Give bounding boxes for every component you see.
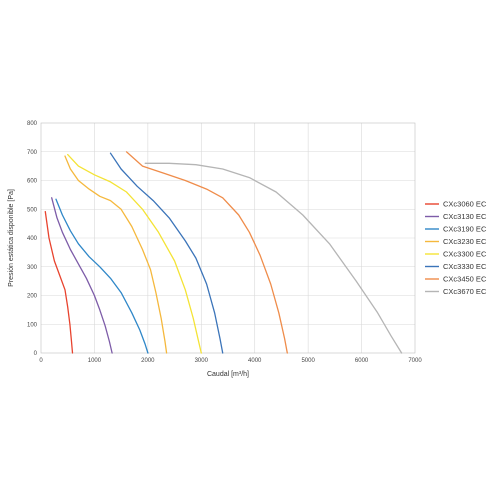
- series-line-cxc3300-ec: [67, 153, 202, 354]
- y-tick-labels: 0 100 200 300 400 500 600 700 800: [27, 121, 38, 357]
- legend-label: CXc3230 EC: [443, 237, 487, 246]
- y-tick-label: 500: [27, 207, 38, 213]
- series-line-cxc3230-ec: [64, 155, 168, 354]
- legend-label: CXc3300 EC: [443, 250, 487, 259]
- series-line-cxc3450-ec: [125, 151, 288, 354]
- x-tick-label: 5000: [301, 358, 315, 364]
- series-line-cxc3130-ec: [51, 197, 113, 354]
- legend-label: CXc3130 EC: [443, 212, 487, 221]
- legend: CXc3060 EC CXc3130 EC CXc3190 EC CXc3230 EC…: [425, 200, 487, 296]
- y-tick-label: 200: [27, 294, 38, 300]
- legend-label: CXc3190 EC: [443, 225, 487, 234]
- x-axis-label: Caudal [m³/h]: [207, 371, 249, 378]
- y-tick-label: 400: [27, 236, 38, 242]
- plot-frame: [40, 122, 416, 354]
- legend-label: CXc3330 EC: [443, 262, 487, 271]
- y-tick-label: 0: [34, 351, 38, 357]
- series-line-cxc3330-ec: [109, 152, 224, 354]
- x-tick-label: 0: [39, 358, 43, 364]
- x-tick-labels: 0 1000 2000 3000 4000 5000 6000 7000: [39, 358, 422, 364]
- y-tick-label: 100: [27, 322, 38, 328]
- x-tick-label: 4000: [248, 358, 262, 364]
- y-tick-label: 300: [27, 265, 38, 271]
- y-tick-label: 600: [27, 179, 38, 185]
- y-tick-label: 800: [27, 121, 38, 127]
- x-tick-label: 7000: [408, 358, 422, 364]
- y-axis-label: Presión estática disponible [Pa]: [8, 189, 15, 287]
- x-tick-label: 2000: [141, 358, 155, 364]
- legend-label: CXc3450 EC: [443, 275, 487, 284]
- x-tick-label: 3000: [195, 358, 209, 364]
- series-line-cxc3060-ec: [44, 210, 74, 354]
- series-line-cxc3190-ec: [55, 198, 149, 354]
- x-tick-label: 6000: [355, 358, 369, 364]
- curves: [44, 151, 403, 354]
- series-line-cxc3670-ec: [144, 162, 403, 354]
- legend-label: CXc3060 EC: [443, 200, 487, 209]
- x-tick-label: 1000: [88, 358, 102, 364]
- legend-label: CXc3670 EC: [443, 287, 487, 296]
- y-tick-label: 700: [27, 150, 38, 156]
- grid: [41, 123, 415, 353]
